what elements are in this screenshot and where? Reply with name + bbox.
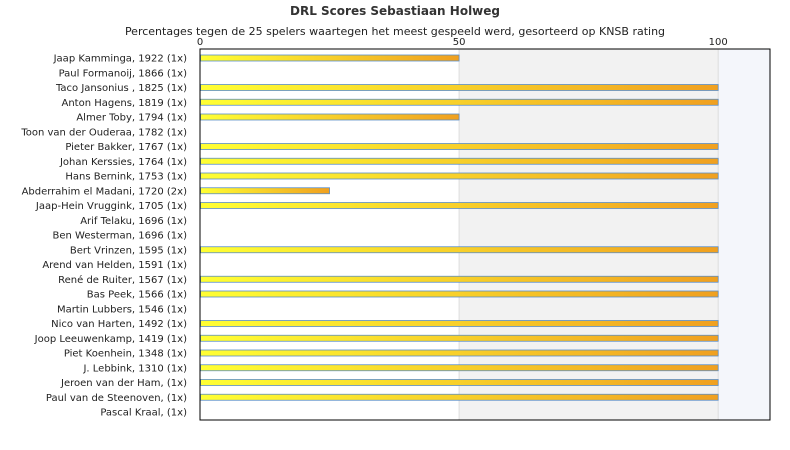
- bar: [200, 334, 719, 342]
- bar: [200, 379, 719, 386]
- grid-lines: [458, 49, 719, 420]
- category-label: Bert Vrinzen, 1595 (1x): [70, 245, 187, 256]
- category-label: Paul van de Steenoven, (1x): [46, 393, 187, 404]
- bar: [200, 393, 719, 401]
- category-label: Piet Koenhein, 1348 (1x): [64, 349, 187, 360]
- category-label: Martin Lubbers, 1546 (1x): [57, 304, 187, 315]
- chart-subtitle: Percentages tegen de 25 spelers waartege…: [124, 25, 666, 38]
- x-tick-label: 50: [453, 37, 466, 48]
- bar: [200, 143, 719, 150]
- bar: [200, 172, 719, 180]
- category-label: Nico van Harten, 1492 (1x): [51, 319, 187, 330]
- bar: [200, 275, 719, 283]
- plot-background: [459, 49, 770, 420]
- bars: [200, 54, 719, 401]
- category-label: Almer Toby, 1794 (1x): [76, 113, 187, 124]
- category-label: René de Ruiter, 1567 (1x): [58, 274, 187, 286]
- bar: [200, 246, 719, 254]
- category-labels: Jaap Kamminga, 1922 (1x) Paul Formanoij, …: [20, 54, 187, 419]
- category-label: Anton Hagens, 1819 (1x): [62, 98, 188, 109]
- category-label: Johan Kerssies, 1764 (1x): [59, 157, 187, 168]
- x-tick-labels: 0 50 100: [197, 37, 728, 48]
- plot-band-right: [718, 49, 770, 420]
- plot-frame: [199, 48, 771, 421]
- category-label: Jaap Kamminga, 1922 (1x): [53, 54, 187, 65]
- chart-title: DRL Scores Sebastiaan Holweg: [290, 4, 500, 18]
- bar: [200, 98, 719, 106]
- bar: [200, 320, 719, 327]
- category-label: Hans Bernink, 1753 (1x): [65, 172, 187, 183]
- category-label: Arend van Helden, 1591 (1x): [42, 260, 187, 271]
- bar: [200, 349, 719, 357]
- category-label: Toon van der Ouderaa, 1782 (1x): [20, 127, 187, 138]
- category-label: Joop Leeuwenkamp, 1419 (1x): [34, 334, 187, 345]
- bar: [200, 84, 719, 91]
- category-label: Ben Westerman, 1696 (1x): [53, 231, 188, 242]
- plot-band-shade: [459, 49, 719, 420]
- bar: [200, 54, 460, 62]
- bar: [200, 202, 719, 209]
- category-label: Arif Telaku, 1696 (1x): [80, 216, 187, 227]
- x-tick-label: 0: [197, 37, 203, 48]
- category-label: Jeroen van der Ham, (1x): [60, 378, 187, 389]
- bar: [200, 364, 719, 372]
- category-label: Pieter Bakker, 1767 (1x): [65, 142, 187, 153]
- category-label: Pascal Kraal, (1x): [100, 408, 187, 419]
- category-label: Bas Peek, 1566 (1x): [87, 290, 187, 301]
- axes: [199, 48, 771, 421]
- category-label: Abderrahim el Madani, 1720 (2x): [22, 186, 188, 197]
- x-tick-label: 100: [709, 37, 728, 48]
- category-label: Jaap-Hein Vruggink, 1705 (1x): [35, 201, 187, 212]
- category-label: Paul Formanoij, 1866 (1x): [59, 68, 188, 79]
- category-label: Taco Jansonius , 1825 (1x): [55, 83, 187, 94]
- bar: [200, 113, 460, 121]
- bar: [200, 157, 719, 165]
- bar: [200, 187, 330, 195]
- category-label: J. Lebbink, 1310 (1x): [82, 363, 187, 374]
- bar: [200, 290, 719, 298]
